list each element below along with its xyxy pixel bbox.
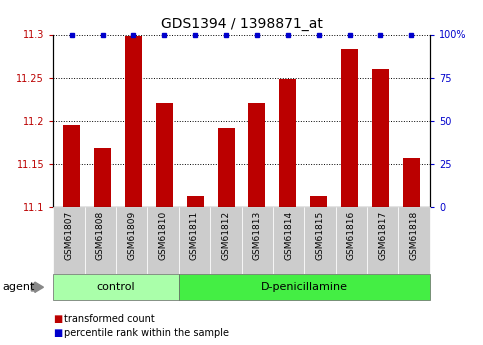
Bar: [63, 125, 80, 207]
Text: ■: ■: [53, 314, 62, 324]
Bar: [341, 49, 358, 207]
Text: GSM61817: GSM61817: [378, 210, 387, 260]
Text: GSM61818: GSM61818: [410, 210, 419, 260]
Text: GSM61810: GSM61810: [158, 210, 168, 260]
Text: GSM61811: GSM61811: [190, 210, 199, 260]
Bar: [372, 69, 389, 207]
Text: D-penicillamine: D-penicillamine: [261, 282, 348, 292]
Title: GDS1394 / 1398871_at: GDS1394 / 1398871_at: [160, 17, 323, 31]
Text: GSM61807: GSM61807: [64, 210, 73, 260]
Bar: [217, 128, 235, 207]
Text: transformed count: transformed count: [64, 314, 155, 324]
Text: GSM61815: GSM61815: [315, 210, 325, 260]
Text: GSM61814: GSM61814: [284, 210, 293, 259]
Bar: [403, 158, 420, 207]
Text: GSM61816: GSM61816: [347, 210, 356, 260]
Bar: [125, 36, 142, 207]
Text: GSM61812: GSM61812: [221, 210, 230, 259]
Bar: [187, 196, 204, 207]
Text: percentile rank within the sample: percentile rank within the sample: [64, 328, 229, 338]
Bar: [310, 196, 327, 207]
Text: agent: agent: [2, 282, 35, 292]
Bar: [248, 104, 266, 207]
Text: control: control: [97, 282, 135, 292]
Bar: [156, 104, 173, 207]
Text: GSM61809: GSM61809: [127, 210, 136, 260]
Text: GSM61808: GSM61808: [96, 210, 105, 260]
Bar: [94, 148, 111, 207]
Bar: [279, 79, 296, 207]
Text: GSM61813: GSM61813: [253, 210, 262, 260]
Text: ■: ■: [53, 328, 62, 338]
